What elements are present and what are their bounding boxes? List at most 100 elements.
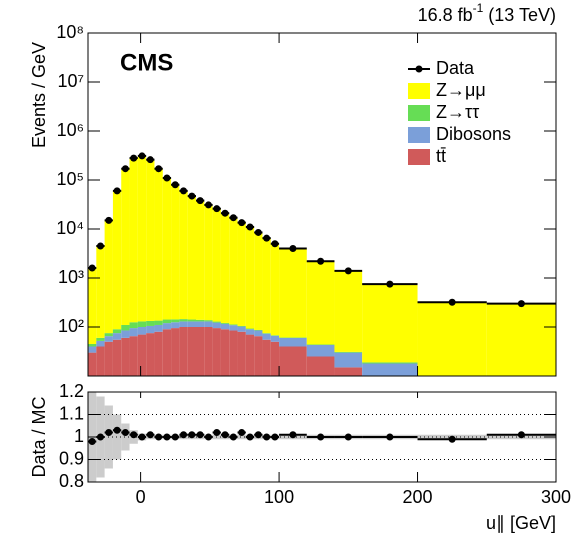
bar-segment bbox=[204, 320, 213, 322]
bar-segment bbox=[104, 333, 113, 337]
bar-segment bbox=[362, 284, 418, 363]
bar-segment bbox=[196, 321, 205, 327]
bar-segment bbox=[220, 323, 230, 330]
data-point bbox=[196, 197, 204, 205]
data-point bbox=[263, 234, 271, 242]
data-point bbox=[289, 244, 297, 252]
bar-segment bbox=[179, 327, 188, 376]
cms-label: CMS bbox=[120, 49, 173, 76]
bar-segment bbox=[270, 335, 280, 342]
ratio-point bbox=[254, 431, 262, 439]
bar-segment bbox=[270, 243, 280, 336]
ratio-point bbox=[121, 429, 129, 436]
stack bbox=[88, 155, 556, 387]
bar-segment bbox=[121, 168, 130, 325]
legend-label: Z→ττ bbox=[436, 102, 479, 122]
ratio-point bbox=[344, 433, 352, 441]
bar-segment bbox=[179, 319, 188, 322]
x-tick-label: 100 bbox=[264, 487, 294, 507]
bar-segment bbox=[129, 328, 138, 337]
ratio-point bbox=[146, 431, 154, 439]
ratio-point bbox=[180, 431, 188, 439]
bar-segment bbox=[362, 363, 418, 376]
bar-segment bbox=[154, 331, 163, 376]
bar-segment bbox=[187, 327, 196, 376]
bar-segment bbox=[229, 325, 238, 331]
y-tick-label: 10⁴ bbox=[56, 218, 84, 238]
bar-segment bbox=[104, 341, 113, 376]
bar-segment bbox=[306, 356, 335, 376]
bar-segment bbox=[88, 268, 97, 344]
bar-segment bbox=[262, 238, 271, 334]
bar-segment bbox=[279, 346, 307, 376]
bar-segment bbox=[362, 362, 418, 364]
bar-segment bbox=[154, 320, 163, 325]
x-tick-label: 300 bbox=[541, 487, 571, 507]
bar-segment bbox=[212, 208, 221, 322]
bar-segment bbox=[212, 322, 221, 329]
data-point bbox=[229, 214, 237, 222]
bar-segment bbox=[96, 337, 105, 341]
bar-segment bbox=[270, 335, 280, 336]
data-point bbox=[146, 156, 154, 164]
y-tick-label: 1.2 bbox=[59, 381, 84, 401]
ratio-point bbox=[113, 426, 121, 434]
ratio-point bbox=[386, 433, 394, 441]
bar-segment bbox=[418, 377, 487, 378]
bar-segment bbox=[245, 328, 255, 330]
lumi-energy: (13 TeV) bbox=[488, 5, 556, 25]
ratio-point bbox=[196, 431, 204, 439]
bar-segment bbox=[487, 385, 556, 387]
bar-segment bbox=[179, 321, 188, 327]
data-point bbox=[155, 165, 163, 173]
bar-segment bbox=[112, 329, 122, 334]
bar-segment bbox=[245, 226, 255, 329]
data-point bbox=[96, 242, 104, 250]
bar-segment bbox=[129, 336, 138, 376]
bar-segment bbox=[220, 322, 230, 324]
bar-segment bbox=[262, 333, 271, 334]
y-tick-label: 10⁶ bbox=[57, 120, 84, 140]
bar-segment bbox=[146, 320, 155, 326]
data-point bbox=[113, 187, 121, 195]
bar-segment bbox=[270, 341, 280, 376]
ratio-point bbox=[138, 433, 146, 441]
x-axis-label: u∥ [GeV] bbox=[486, 513, 556, 533]
x-tick-label: 0 bbox=[136, 487, 146, 507]
bar-segment bbox=[154, 168, 163, 321]
bar-segment bbox=[254, 330, 263, 337]
ratio-point bbox=[213, 429, 221, 436]
bar-segment bbox=[162, 329, 172, 376]
legend-swatch bbox=[408, 127, 430, 143]
legend-swatch bbox=[408, 83, 430, 99]
ratio-point bbox=[96, 433, 104, 441]
legend-label: tt̄ bbox=[436, 146, 446, 166]
y-tick-label: 10² bbox=[58, 316, 84, 336]
bar-segment bbox=[121, 337, 130, 376]
ratio-frame bbox=[87, 391, 557, 483]
y-tick-label: 1 bbox=[74, 426, 84, 446]
bar-segment bbox=[334, 367, 363, 376]
data-point bbox=[344, 267, 352, 275]
y-tick-label: 1.1 bbox=[59, 403, 84, 423]
bar-segment bbox=[146, 333, 155, 376]
bar-segment bbox=[196, 327, 205, 376]
bar-segment bbox=[137, 334, 147, 376]
data-point bbox=[246, 223, 254, 231]
data-point bbox=[105, 216, 113, 224]
bar-segment bbox=[212, 321, 221, 323]
bar-segment bbox=[121, 330, 130, 338]
y-tick-label: 0.9 bbox=[59, 448, 84, 468]
bar-segment bbox=[229, 217, 238, 325]
bar-segment bbox=[112, 339, 122, 376]
bar-segment bbox=[137, 321, 147, 327]
data-point bbox=[138, 152, 146, 160]
bar-segment bbox=[204, 327, 213, 376]
data-point bbox=[448, 298, 456, 306]
ratio-point bbox=[263, 433, 271, 441]
ratio-point bbox=[204, 433, 212, 441]
y-tick-label: 0.8 bbox=[59, 471, 84, 491]
bar-segment bbox=[486, 303, 556, 376]
bar-segment bbox=[121, 324, 130, 331]
data-point bbox=[121, 165, 129, 173]
